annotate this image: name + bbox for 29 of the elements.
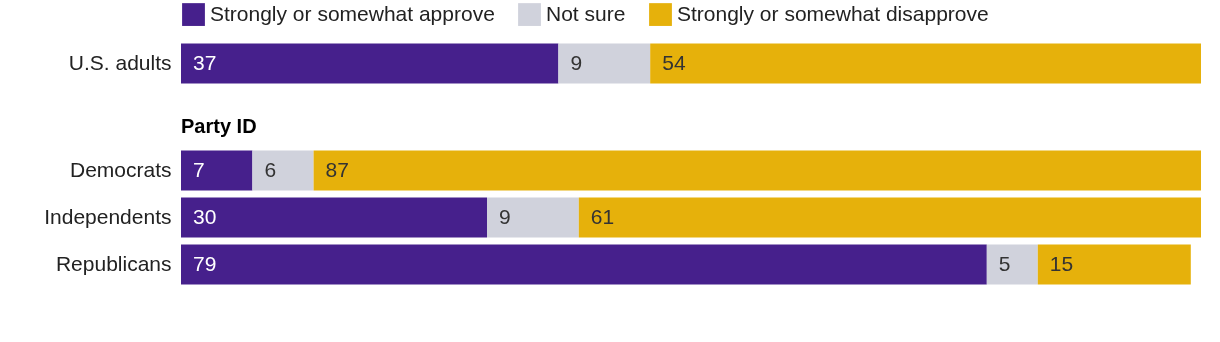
data-label: 7 (193, 157, 205, 181)
data-label: 15 (1049, 251, 1074, 275)
y-tick-label: Independents (44, 204, 172, 228)
bar (313, 150, 1201, 191)
data-label: 37 (193, 50, 217, 74)
bar (578, 197, 1201, 238)
legend-label: Not sure (546, 1, 626, 25)
data-label: 9 (499, 204, 511, 228)
y-tick-label: Democrats (69, 157, 172, 181)
data-label: 87 (325, 157, 349, 181)
data-label: 79 (193, 251, 217, 275)
chart-title: Party ID (181, 115, 257, 137)
bar (181, 197, 487, 238)
y-tick-label: U.S. adults (68, 50, 172, 74)
data-label: 6 (264, 157, 277, 181)
bar (252, 150, 314, 191)
bar (181, 150, 253, 191)
data-label: 61 (590, 204, 615, 228)
data-label: 5 (998, 251, 1011, 275)
bar (1037, 244, 1191, 285)
legend-label: Strongly or somewhat disapprove (677, 1, 989, 25)
legend-label: Strongly or somewhat approve (210, 1, 495, 25)
bar (487, 197, 579, 238)
data-label: 30 (193, 204, 217, 228)
data-label: 54 (662, 50, 686, 74)
bar (181, 244, 987, 285)
y-tick-label: Republicans (55, 251, 172, 275)
data-label: 9 (570, 50, 583, 74)
bar (986, 244, 1038, 285)
